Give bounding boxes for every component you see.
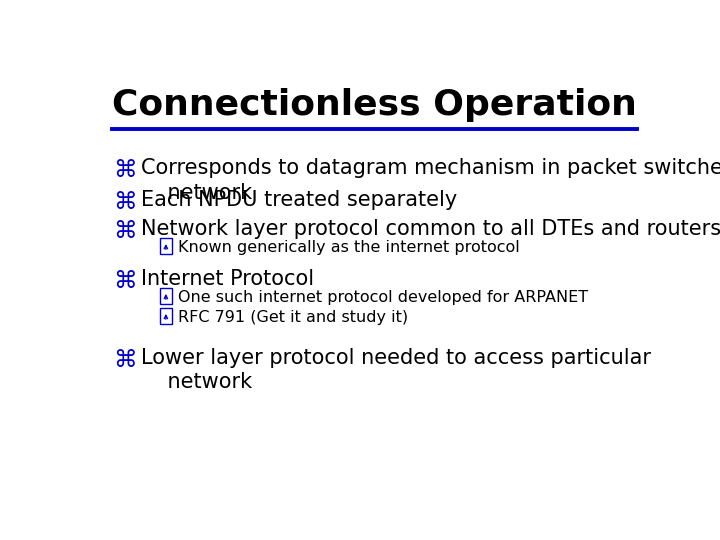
Text: Connectionless Operation: Connectionless Operation — [112, 87, 637, 122]
Text: ⌘: ⌘ — [114, 268, 137, 293]
Text: ⌘: ⌘ — [114, 348, 137, 372]
Text: ⌘: ⌘ — [114, 219, 137, 242]
Text: Corresponds to datagram mechanism in packet switched
    network: Corresponds to datagram mechanism in pac… — [141, 158, 720, 203]
Text: RFC 791 (Get it and study it): RFC 791 (Get it and study it) — [178, 310, 408, 325]
Text: Network layer protocol common to all DTEs and routers: Network layer protocol common to all DTE… — [141, 219, 720, 239]
Text: Each NPDU treated separately: Each NPDU treated separately — [141, 190, 458, 210]
Text: Lower layer protocol needed to access particular
    network: Lower layer protocol needed to access pa… — [141, 348, 652, 393]
Text: Internet Protocol: Internet Protocol — [141, 268, 315, 288]
Text: One such internet protocol developed for ARPANET: One such internet protocol developed for… — [178, 290, 588, 305]
Text: ⌘: ⌘ — [114, 190, 137, 213]
Text: ⌘: ⌘ — [114, 158, 137, 183]
Text: Known generically as the internet protocol: Known generically as the internet protoc… — [178, 240, 520, 255]
